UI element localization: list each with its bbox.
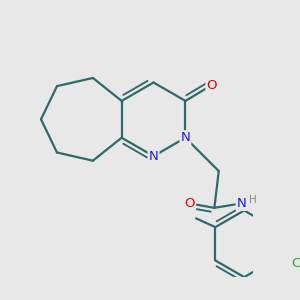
Text: N: N [181,131,190,144]
Text: Cl: Cl [291,257,300,271]
Text: H: H [249,195,257,205]
Text: N: N [237,197,246,210]
Text: O: O [184,197,195,210]
Text: N: N [149,150,158,163]
Text: O: O [206,79,217,92]
